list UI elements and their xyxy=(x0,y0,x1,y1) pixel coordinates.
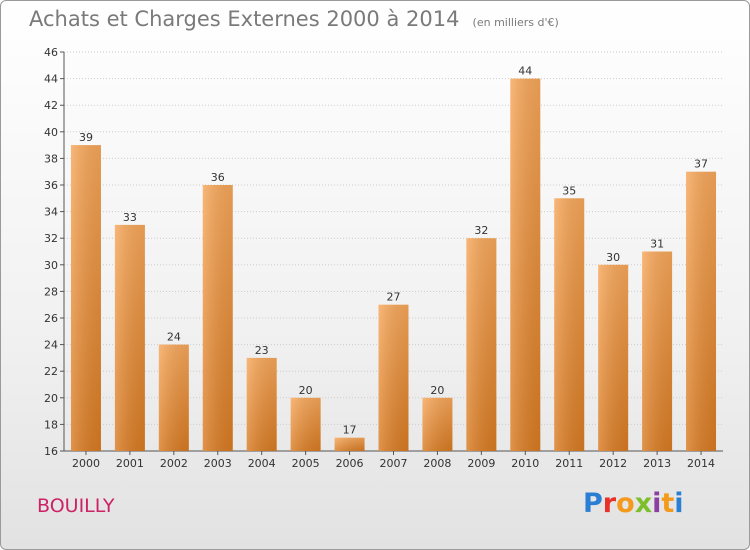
y-tick-label: 34 xyxy=(44,206,58,219)
data-label: 39 xyxy=(79,131,93,144)
brand-letter: P xyxy=(583,488,603,519)
data-label: 33 xyxy=(123,211,137,224)
bar-shade xyxy=(114,224,145,451)
bar-shade xyxy=(202,185,233,451)
data-label: 23 xyxy=(255,344,269,357)
data-label: 30 xyxy=(606,251,620,264)
bar-shade xyxy=(510,78,541,451)
y-tick-label: 24 xyxy=(44,339,58,352)
y-tick-label: 18 xyxy=(44,418,58,431)
data-label: 24 xyxy=(167,331,181,344)
chart-title-block: Achats et Charges Externes 2000 à 2014 (… xyxy=(29,7,559,31)
bar-shade xyxy=(642,251,673,451)
y-tick-label: 46 xyxy=(44,46,58,59)
brand-letter: i xyxy=(674,488,684,519)
bar-shade xyxy=(686,171,717,451)
bar-shade xyxy=(422,397,453,451)
data-label: 32 xyxy=(474,224,488,237)
y-tick-label: 28 xyxy=(44,285,58,298)
data-label: 17 xyxy=(343,424,357,437)
bar-shade xyxy=(290,397,321,451)
x-tick-label: 2001 xyxy=(116,457,144,470)
data-label: 31 xyxy=(650,238,664,251)
y-tick-label: 20 xyxy=(44,392,58,405)
x-tick-label: 2013 xyxy=(643,457,671,470)
brand-letter: i xyxy=(652,488,662,519)
data-label: 44 xyxy=(518,65,532,78)
data-label: 36 xyxy=(211,171,225,184)
x-tick-label: 2004 xyxy=(248,457,276,470)
x-tick-label: 2008 xyxy=(423,457,451,470)
bar-shade xyxy=(158,344,189,451)
y-tick-label: 44 xyxy=(44,73,58,86)
y-tick-label: 26 xyxy=(44,312,58,325)
y-tick-label: 32 xyxy=(44,232,58,245)
y-tick-label: 16 xyxy=(44,445,58,458)
brand-letter: x xyxy=(634,488,653,519)
x-tick-label: 2005 xyxy=(292,457,320,470)
bar-shade xyxy=(378,304,409,451)
y-tick-label: 42 xyxy=(44,99,58,112)
data-label: 35 xyxy=(562,184,576,197)
x-tick-label: 2011 xyxy=(555,457,583,470)
bar-shade xyxy=(466,238,497,451)
y-tick-label: 40 xyxy=(44,126,58,139)
brand-letter: t xyxy=(661,488,675,519)
x-tick-label: 2012 xyxy=(599,457,627,470)
bar-shade xyxy=(70,145,101,451)
x-tick-label: 2000 xyxy=(72,457,100,470)
x-tick-label: 2002 xyxy=(160,457,188,470)
bar-shade xyxy=(246,357,277,451)
x-tick-label: 2010 xyxy=(511,457,539,470)
y-tick-label: 22 xyxy=(44,365,58,378)
data-label: 20 xyxy=(299,384,313,397)
brand-letter: o xyxy=(616,488,635,519)
bar-shade xyxy=(598,264,629,451)
bar-shade xyxy=(554,198,585,451)
brand-letter: r xyxy=(602,488,617,519)
chart-subtitle: (en milliers d'€) xyxy=(472,16,559,29)
proxiti-logo: Proxiti xyxy=(583,488,684,519)
y-tick-label: 36 xyxy=(44,179,58,192)
x-tick-label: 2006 xyxy=(336,457,364,470)
data-label: 20 xyxy=(430,384,444,397)
x-tick-label: 2009 xyxy=(467,457,495,470)
data-label: 37 xyxy=(694,158,708,171)
x-tick-label: 2014 xyxy=(687,457,715,470)
data-label: 27 xyxy=(387,291,401,304)
chart-title: Achats et Charges Externes 2000 à 2014 xyxy=(29,7,460,31)
y-tick-label: 30 xyxy=(44,259,58,272)
commune-name: BOUILLY xyxy=(37,495,115,517)
x-tick-label: 2007 xyxy=(380,457,408,470)
y-tick-label: 38 xyxy=(44,152,58,165)
bar-shade xyxy=(334,437,365,451)
x-tick-label: 2003 xyxy=(204,457,232,470)
